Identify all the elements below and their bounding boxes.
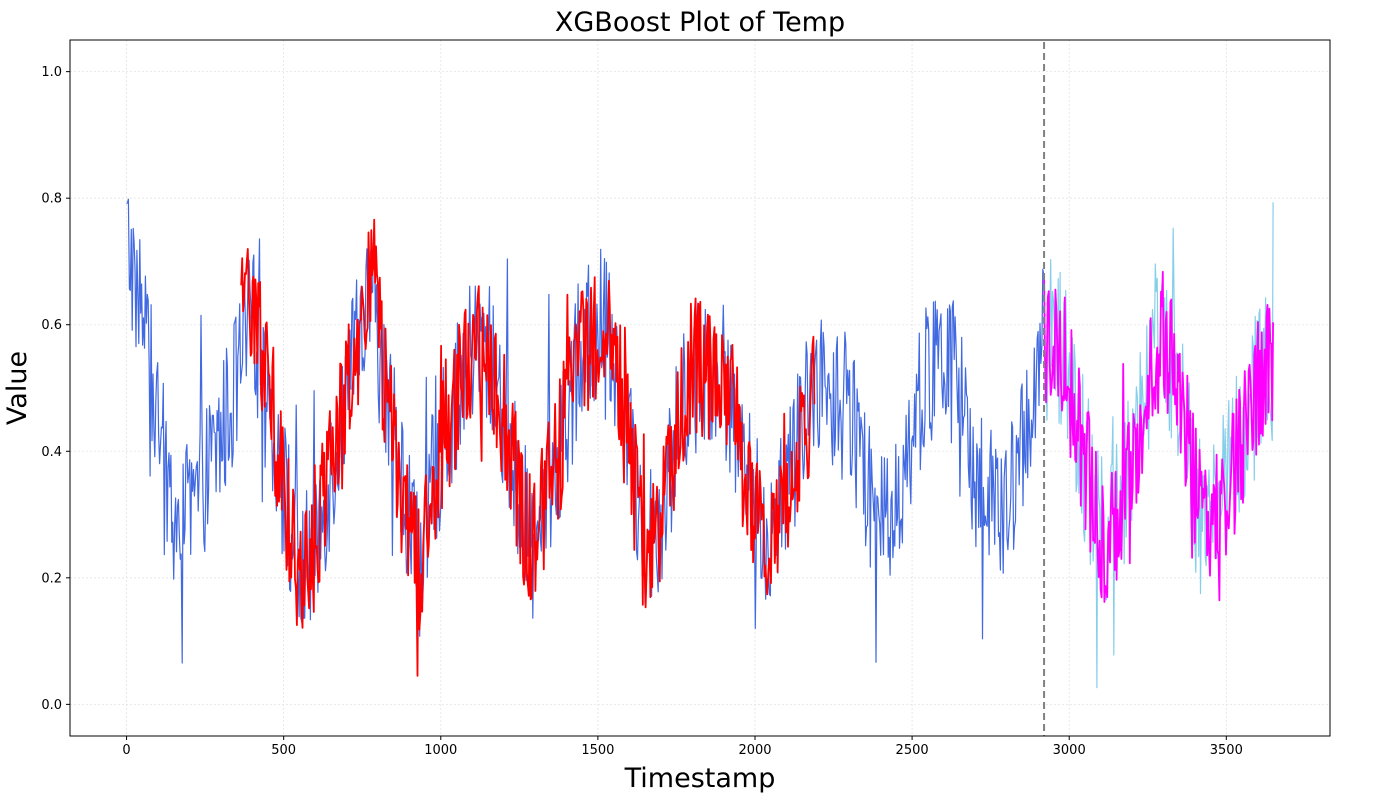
y-tick-label: 1.0 <box>41 65 62 80</box>
x-tick-label: 2500 <box>896 743 929 758</box>
tick-layer: 0 500 1000 1500 2000 2500 3000 3500 0.0 0.2 0.4 0.6… <box>41 65 1243 758</box>
plot-frame <box>69 39 1331 737</box>
x-tick-label: 1000 <box>424 743 457 758</box>
y-axis-label: Value <box>2 351 33 425</box>
x-tick-label: 3000 <box>1053 743 1086 758</box>
series-layer <box>126 198 1274 689</box>
series-line-2 <box>240 218 816 677</box>
x-axis-label: Timestamp <box>624 763 776 794</box>
x-tick-label: 2000 <box>738 743 771 758</box>
series-line-4 <box>1043 270 1274 603</box>
x-tick-label: 3500 <box>1210 743 1243 758</box>
y-tick-label: 0.4 <box>41 445 62 460</box>
y-tick-label: 0.0 <box>41 698 62 713</box>
y-tick-label: 0.2 <box>41 571 62 586</box>
chart-title: XGBoost Plot of Temp <box>555 7 845 38</box>
x-tick-label: 500 <box>271 743 296 758</box>
x-tick-label: 1500 <box>581 743 614 758</box>
y-tick-label: 0.6 <box>41 318 62 333</box>
x-tick-label: 0 <box>122 743 130 758</box>
y-tick-label: 0.8 <box>41 192 62 207</box>
